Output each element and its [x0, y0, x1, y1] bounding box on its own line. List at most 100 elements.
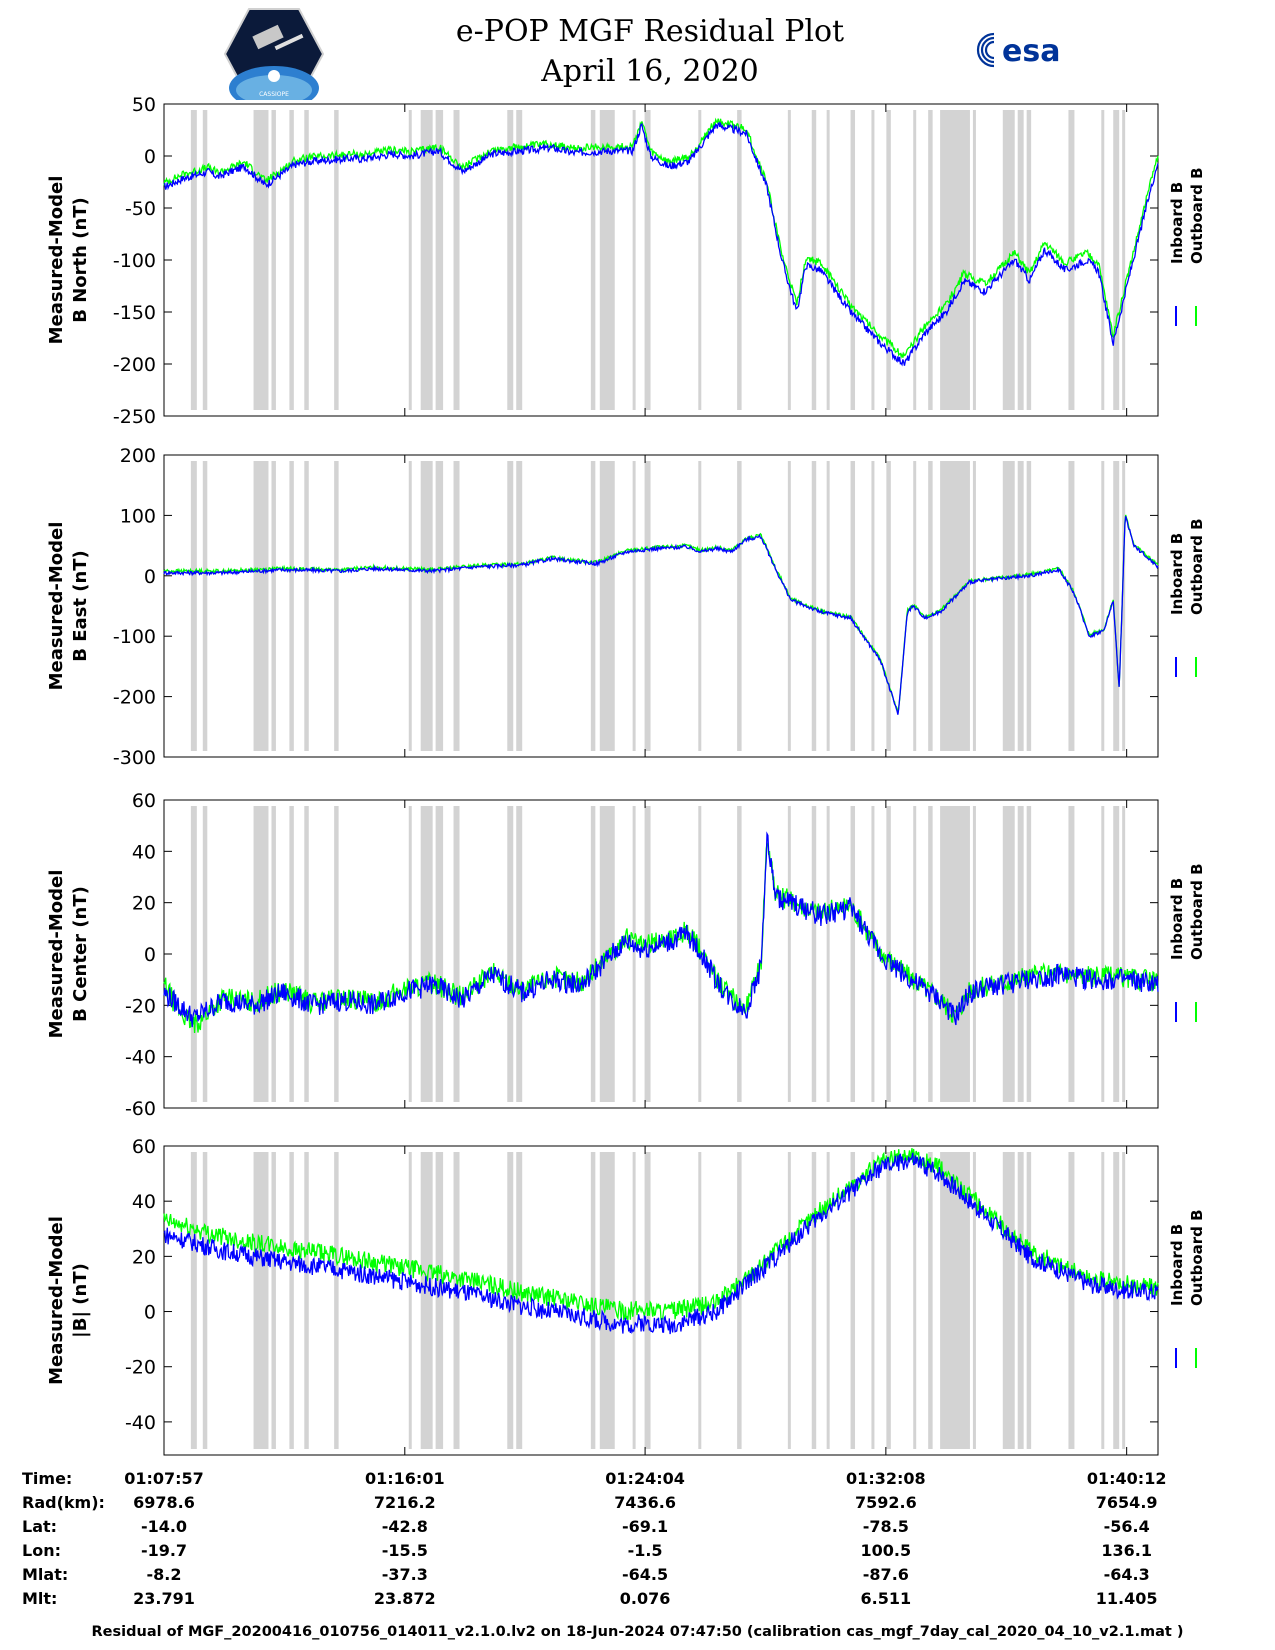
data-gap-band: [928, 806, 933, 1102]
info-cell: -15.5: [381, 1541, 428, 1560]
data-gap-band: [1017, 461, 1024, 751]
data-gap-band: [453, 110, 460, 410]
panel-3: 60 40 20 0 -20 -40 -60 Measured-Model B Center (…: [46, 790, 1206, 1120]
data-gap-band: [435, 110, 444, 410]
data-gap-band: [420, 110, 433, 410]
svg-text:esa: esa: [1002, 34, 1060, 69]
y-tick-label: 20: [132, 893, 156, 915]
data-gap-band: [202, 461, 208, 751]
data-gap-band: [1017, 110, 1024, 410]
data-gap-band: [420, 1152, 433, 1449]
data-gap-band: [253, 1152, 269, 1449]
data-gap-band: [850, 110, 856, 410]
y-tick-label: -60: [125, 1098, 156, 1120]
info-cell: 7216.2: [373, 1493, 436, 1512]
data-gap-band: [516, 461, 523, 751]
y-tick-label: -50: [125, 198, 156, 220]
data-gap-band: [1026, 461, 1032, 751]
data-gap-band: [599, 110, 615, 410]
data-gap-band: [928, 110, 933, 410]
y-tick-label: 60: [132, 790, 156, 812]
data-gap-band: [972, 1152, 976, 1449]
legend-label-inboard: Inboard B: [1168, 878, 1186, 960]
y-tick-label: -20: [125, 1357, 156, 1379]
data-gap-band: [271, 806, 276, 1102]
data-gap-band: [737, 1152, 742, 1449]
y-tick-label: -40: [125, 1047, 156, 1069]
data-gap-band: [886, 110, 891, 410]
y-tick-label: -100: [113, 250, 156, 272]
y-tick-label: -20: [125, 995, 156, 1017]
data-gap-band: [737, 110, 742, 410]
info-cell: -37.3: [381, 1565, 428, 1584]
legend-label-inboard: Inboard B: [1168, 533, 1186, 615]
data-gap-band: [408, 461, 412, 751]
y-axis-label-line1: Measured-Model: [46, 522, 67, 691]
data-gap-band: [253, 461, 269, 751]
data-gap-band: [644, 110, 651, 410]
series-line-outboard: [163, 117, 1159, 360]
series-line-inboard: [163, 831, 1159, 1028]
data-gap-band: [334, 461, 339, 751]
y-tick-label: 0: [144, 146, 156, 168]
data-gap-band: [271, 1152, 276, 1449]
legend-label-outboard: Outboard B: [1188, 518, 1206, 615]
y-tick-label: -200: [113, 354, 156, 376]
data-gap-band: [304, 1152, 309, 1449]
data-gap-band: [826, 461, 830, 751]
data-gap-band: [1026, 110, 1032, 410]
data-gap-band: [289, 1152, 294, 1449]
data-gap-band: [1002, 1152, 1015, 1449]
info-row-label: Mlt:: [22, 1589, 58, 1608]
legend-label-inboard: Inboard B: [1168, 182, 1186, 264]
data-gap-band: [737, 461, 742, 751]
y-tick-label: 20: [132, 1246, 156, 1268]
legend: Inboard B Outboard B: [1168, 1209, 1206, 1368]
info-cell: 7654.9: [1095, 1493, 1158, 1512]
info-cell: 6978.6: [133, 1493, 195, 1512]
data-gap-band: [599, 461, 615, 751]
series-line-outboard: [163, 1148, 1159, 1321]
data-gap-band: [737, 806, 742, 1102]
y-axis-label-line1: Measured-Model: [46, 176, 67, 345]
data-gap-band: [1122, 806, 1126, 1102]
info-row-label: Mlat:: [22, 1565, 69, 1584]
info-cell: -56.4: [1103, 1517, 1150, 1536]
data-gap-band: [1002, 806, 1015, 1102]
data-gap-band: [590, 1152, 596, 1449]
data-gap-band: [590, 806, 596, 1102]
y-tick-label: 40: [132, 841, 156, 863]
info-cell: -78.5: [862, 1517, 909, 1536]
data-gap-band: [972, 806, 976, 1102]
data-gap-band: [811, 806, 817, 1102]
data-gap-band: [1113, 110, 1120, 410]
series-line-inboard: [163, 516, 1159, 715]
y-axis-label-line1: Measured-Model: [46, 870, 67, 1039]
series-line-inboard: [163, 1152, 1159, 1335]
info-cell: 01:32:08: [846, 1469, 926, 1488]
footer-caption: Residual of MGF_20200416_010756_014011_v…: [91, 1624, 1184, 1640]
info-cell: -87.6: [862, 1565, 909, 1584]
data-gap-band: [811, 1152, 817, 1449]
data-gap-band: [516, 110, 523, 410]
data-gap-band: [632, 1152, 636, 1449]
data-gap-band: [644, 461, 651, 751]
data-gap-band: [202, 1152, 208, 1449]
y-tick-label: -40: [125, 1412, 156, 1434]
data-gap-band: [886, 1152, 891, 1449]
info-cell: -64.3: [1103, 1565, 1150, 1584]
data-gap-band: [871, 461, 875, 751]
data-gap-band: [940, 110, 970, 410]
data-gap-band: [1122, 461, 1126, 751]
info-cell: -8.2: [146, 1565, 182, 1584]
data-gap-band: [334, 1152, 339, 1449]
data-gap-band: [871, 806, 875, 1102]
legend-label-outboard: Outboard B: [1188, 863, 1206, 960]
data-gap-band: [1113, 461, 1120, 751]
data-gap-band: [1113, 1152, 1120, 1449]
data-gap-band: [913, 806, 917, 1102]
legend: Inboard B Outboard B: [1168, 167, 1206, 326]
info-row-label: Rad(km):: [22, 1493, 105, 1512]
data-gap-band: [972, 110, 976, 410]
chart-title-line2: April 16, 2020: [541, 54, 759, 89]
